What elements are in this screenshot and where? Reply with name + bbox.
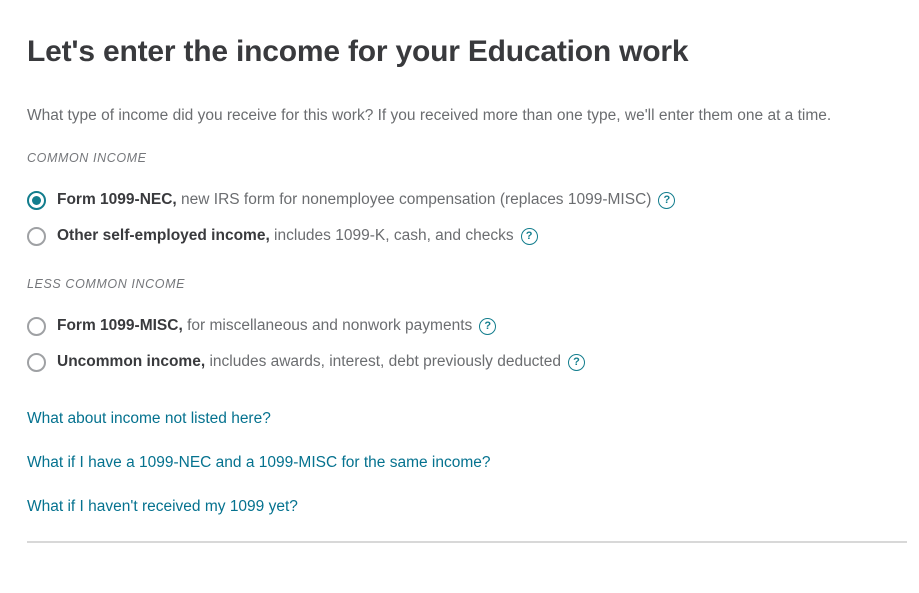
option-description: for miscellaneous and nonwork payments — [182, 317, 473, 334]
option-description: new IRS form for nonemployee compensatio… — [176, 191, 652, 208]
section-label-less-common-income: LESS COMMON INCOME — [27, 277, 186, 291]
section-common-income: COMMON INCOME Form 1099-NEC, new IRS for… — [27, 151, 907, 247]
link-nec-and-misc-same-income[interactable]: What if I have a 1099-NEC and a 1099-MIS… — [27, 454, 491, 471]
radio-option-form-1099-misc[interactable]: Form 1099-MISC, for miscellaneous and no… — [27, 315, 907, 337]
option-name: Form 1099-MISC, — [57, 317, 183, 334]
help-icon[interactable]: ? — [520, 227, 538, 245]
option-label: Uncommon income, includes awards, intere… — [57, 353, 561, 371]
option-label: Form 1099-MISC, for miscellaneous and no… — [57, 317, 472, 335]
content-area: Let's enter the income for your Educatio… — [27, 35, 907, 543]
option-name: Form 1099-NEC, — [57, 191, 177, 208]
radio-dot — [32, 322, 41, 331]
page-subtitle: What type of income did you receive for … — [27, 107, 832, 124]
radio-dot — [32, 195, 41, 205]
section-less-common-income: LESS COMMON INCOME Form 1099-MISC, for m… — [27, 277, 907, 373]
radio-button[interactable] — [27, 316, 46, 336]
radio-option-other-self-employed[interactable]: Other self-employed income, includes 109… — [27, 225, 907, 247]
help-links: What about income not listed here? What … — [27, 409, 907, 516]
link-income-not-listed[interactable]: What about income not listed here? — [27, 410, 271, 427]
option-label: Other self-employed income, includes 109… — [57, 227, 514, 245]
link-havent-received-1099[interactable]: What if I haven't received my 1099 yet? — [27, 498, 298, 515]
help-icon[interactable]: ? — [658, 191, 676, 209]
page-title: Let's enter the income for your Educatio… — [27, 35, 689, 68]
radio-option-uncommon-income[interactable]: Uncommon income, includes awards, intere… — [27, 351, 907, 373]
radio-option-form-1099-nec[interactable]: Form 1099-NEC, new IRS form for nonemplo… — [27, 189, 907, 211]
radio-dot — [32, 232, 41, 241]
radio-button[interactable] — [27, 352, 46, 372]
option-name: Other self-employed income, — [57, 227, 270, 244]
option-description: includes 1099-K, cash, and checks — [269, 227, 514, 244]
option-name: Uncommon income, — [57, 353, 206, 370]
radio-button[interactable] — [27, 190, 46, 210]
option-label: Form 1099-NEC, new IRS form for nonemplo… — [57, 191, 651, 209]
section-label-common-income: COMMON INCOME — [27, 151, 147, 165]
divider — [27, 541, 907, 543]
help-icon[interactable]: ? — [479, 317, 497, 335]
radio-dot — [32, 358, 41, 367]
help-icon[interactable]: ? — [567, 353, 585, 371]
option-description: includes awards, interest, debt previous… — [205, 353, 561, 370]
radio-button[interactable] — [27, 226, 46, 246]
